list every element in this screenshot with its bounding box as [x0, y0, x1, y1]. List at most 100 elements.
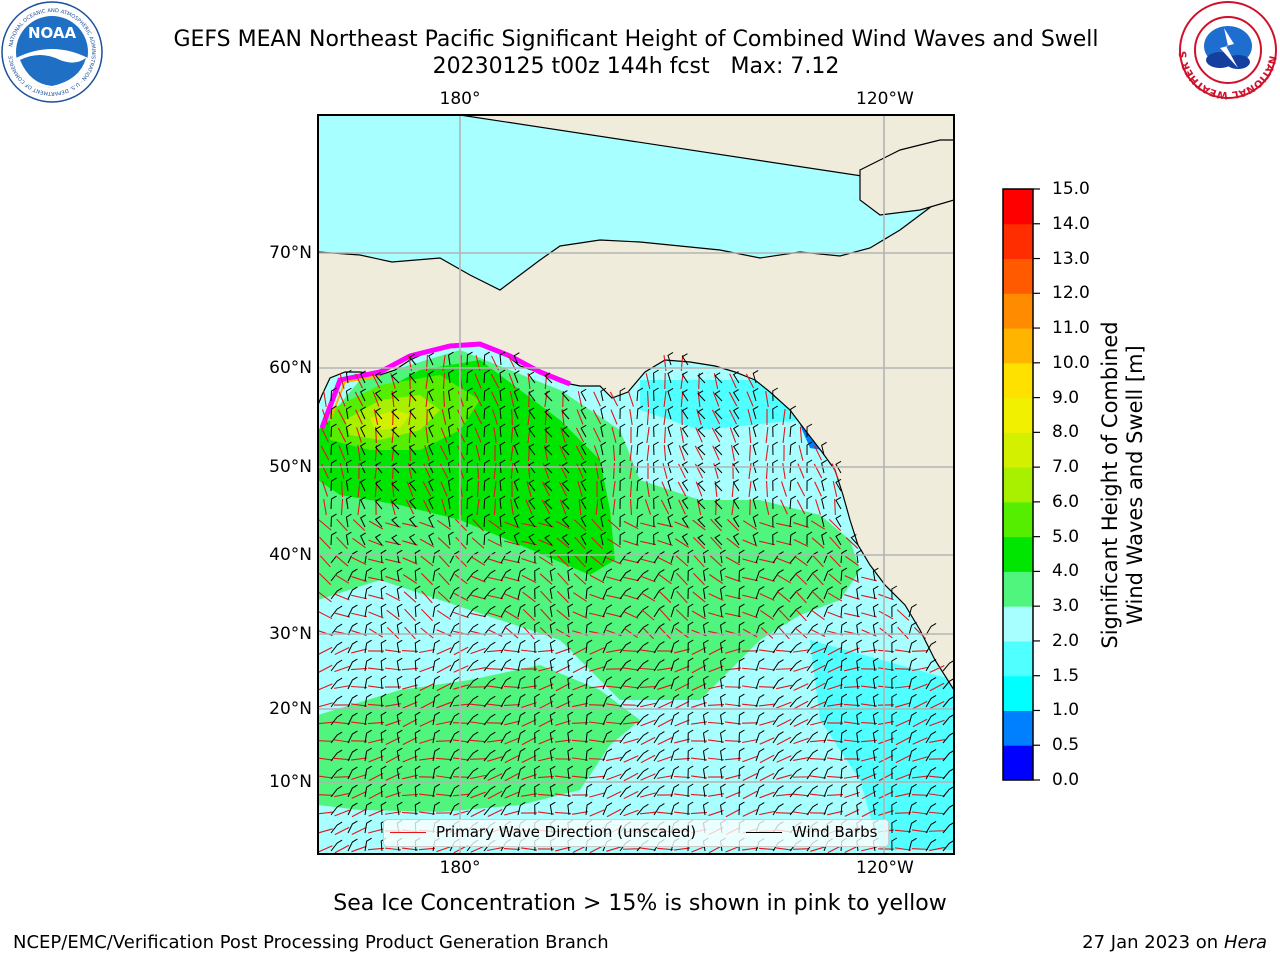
wind-barb	[636, 605, 649, 618]
wave-direction-arrow	[555, 647, 571, 655]
wind-barb	[720, 621, 726, 636]
wave-direction-arrow	[674, 665, 690, 673]
colorbar-bin	[1003, 397, 1033, 433]
wind-barb	[374, 407, 383, 420]
wind-barb	[840, 801, 848, 816]
wind-barb	[636, 423, 644, 438]
wind-barb	[702, 657, 709, 672]
wind-barb	[483, 785, 496, 798]
wind-barb	[697, 390, 706, 402]
wave-direction-arrow	[657, 684, 673, 690]
colorbar-bin	[1003, 328, 1033, 364]
wind-barb	[567, 711, 574, 726]
wind-barb	[681, 353, 689, 366]
wind-barb	[670, 550, 680, 564]
wind-barb	[483, 605, 496, 618]
wind-barb	[720, 747, 726, 762]
wave-direction-arrow	[834, 498, 836, 516]
wave-direction-arrow	[629, 462, 633, 480]
wind-barb	[835, 478, 842, 492]
wave-direction-arrow	[657, 755, 673, 763]
wind-barb	[772, 605, 784, 618]
wind-barb	[414, 621, 421, 636]
wave-direction-arrow	[725, 612, 741, 618]
wind-barb	[396, 783, 403, 798]
wind-barb	[752, 423, 759, 438]
wave-direction-arrow	[442, 372, 446, 390]
wave-direction-arrow	[680, 390, 684, 408]
wave-direction-arrow	[437, 591, 451, 603]
wind-barb	[908, 819, 917, 834]
wind-barb	[567, 783, 574, 798]
wind-barb	[585, 657, 593, 672]
wind-barb	[499, 531, 506, 546]
wind-barb	[772, 423, 779, 438]
colorbar-bin	[1003, 467, 1033, 503]
wind-barb	[653, 803, 665, 816]
wind-barb	[702, 693, 709, 708]
wave-direction-arrow	[624, 627, 638, 639]
wave-direction-arrow	[470, 721, 486, 725]
wind-barb	[483, 623, 496, 636]
wave-direction-arrow	[676, 590, 688, 604]
wind-barb	[752, 369, 759, 384]
wind-barb	[567, 693, 574, 708]
wave-direction-arrow	[639, 847, 657, 851]
wind-barb	[891, 621, 898, 636]
wave-direction-arrow	[728, 409, 738, 425]
wave-direction-arrow	[385, 575, 401, 583]
wind-barb	[823, 640, 833, 654]
wind-barb	[447, 477, 454, 492]
wind-barb	[466, 587, 479, 600]
wave-direction-arrow	[555, 628, 571, 638]
sea-ice-edge	[319, 341, 571, 429]
wind-barb	[891, 693, 898, 708]
wind-barb	[908, 783, 917, 798]
wave-direction-arrow	[372, 391, 380, 407]
wind-barb	[432, 549, 441, 564]
wave-direction-arrow	[406, 481, 414, 497]
wind-barb	[466, 405, 473, 420]
wave-direction-arrow	[629, 480, 633, 498]
wind-barb	[414, 711, 421, 726]
wave-direction-arrow	[879, 627, 893, 639]
wind-barb	[517, 747, 526, 762]
colorbar-tick-label: 0.0	[1052, 770, 1080, 790]
wave-direction-arrow	[878, 772, 894, 782]
wind-barb	[823, 802, 833, 816]
wave-direction-arrow	[742, 558, 758, 564]
wave-direction-arrow	[724, 703, 742, 707]
wind-barb	[500, 604, 512, 618]
wave-direction-arrow	[573, 519, 587, 531]
wave-direction-arrow	[503, 649, 521, 653]
colorbar-tick-label: 3.0	[1052, 596, 1080, 617]
wind-barb	[483, 569, 496, 582]
wind-barb	[432, 801, 441, 816]
wave-direction-arrow	[352, 537, 366, 549]
wind-barb	[330, 767, 343, 780]
wave-direction-arrow	[504, 791, 520, 799]
wave-direction-arrow	[572, 757, 588, 761]
wind-barb	[840, 567, 848, 582]
wind-barb	[364, 783, 372, 798]
wave-direction-arrow	[642, 626, 654, 640]
wave-direction-arrow	[623, 755, 639, 763]
wave-direction-arrow	[334, 593, 350, 601]
wind-barb	[517, 729, 526, 744]
wave-direction-arrow	[401, 793, 419, 797]
wind-barb	[653, 441, 659, 456]
wind-barb	[714, 480, 723, 492]
wave-direction-arrow	[709, 574, 723, 584]
wind-barb	[585, 693, 593, 708]
wind-barb	[806, 441, 813, 456]
wind-barb	[580, 460, 587, 474]
wind-barb	[732, 425, 740, 438]
wind-barb	[619, 405, 626, 420]
wind-barb	[432, 657, 441, 672]
wind-barb	[544, 426, 553, 438]
wave-direction-arrow	[521, 719, 537, 727]
wind-barb	[732, 407, 740, 420]
wind-barb	[891, 819, 898, 834]
wind-barb	[391, 372, 400, 384]
wind-barb	[380, 585, 387, 600]
